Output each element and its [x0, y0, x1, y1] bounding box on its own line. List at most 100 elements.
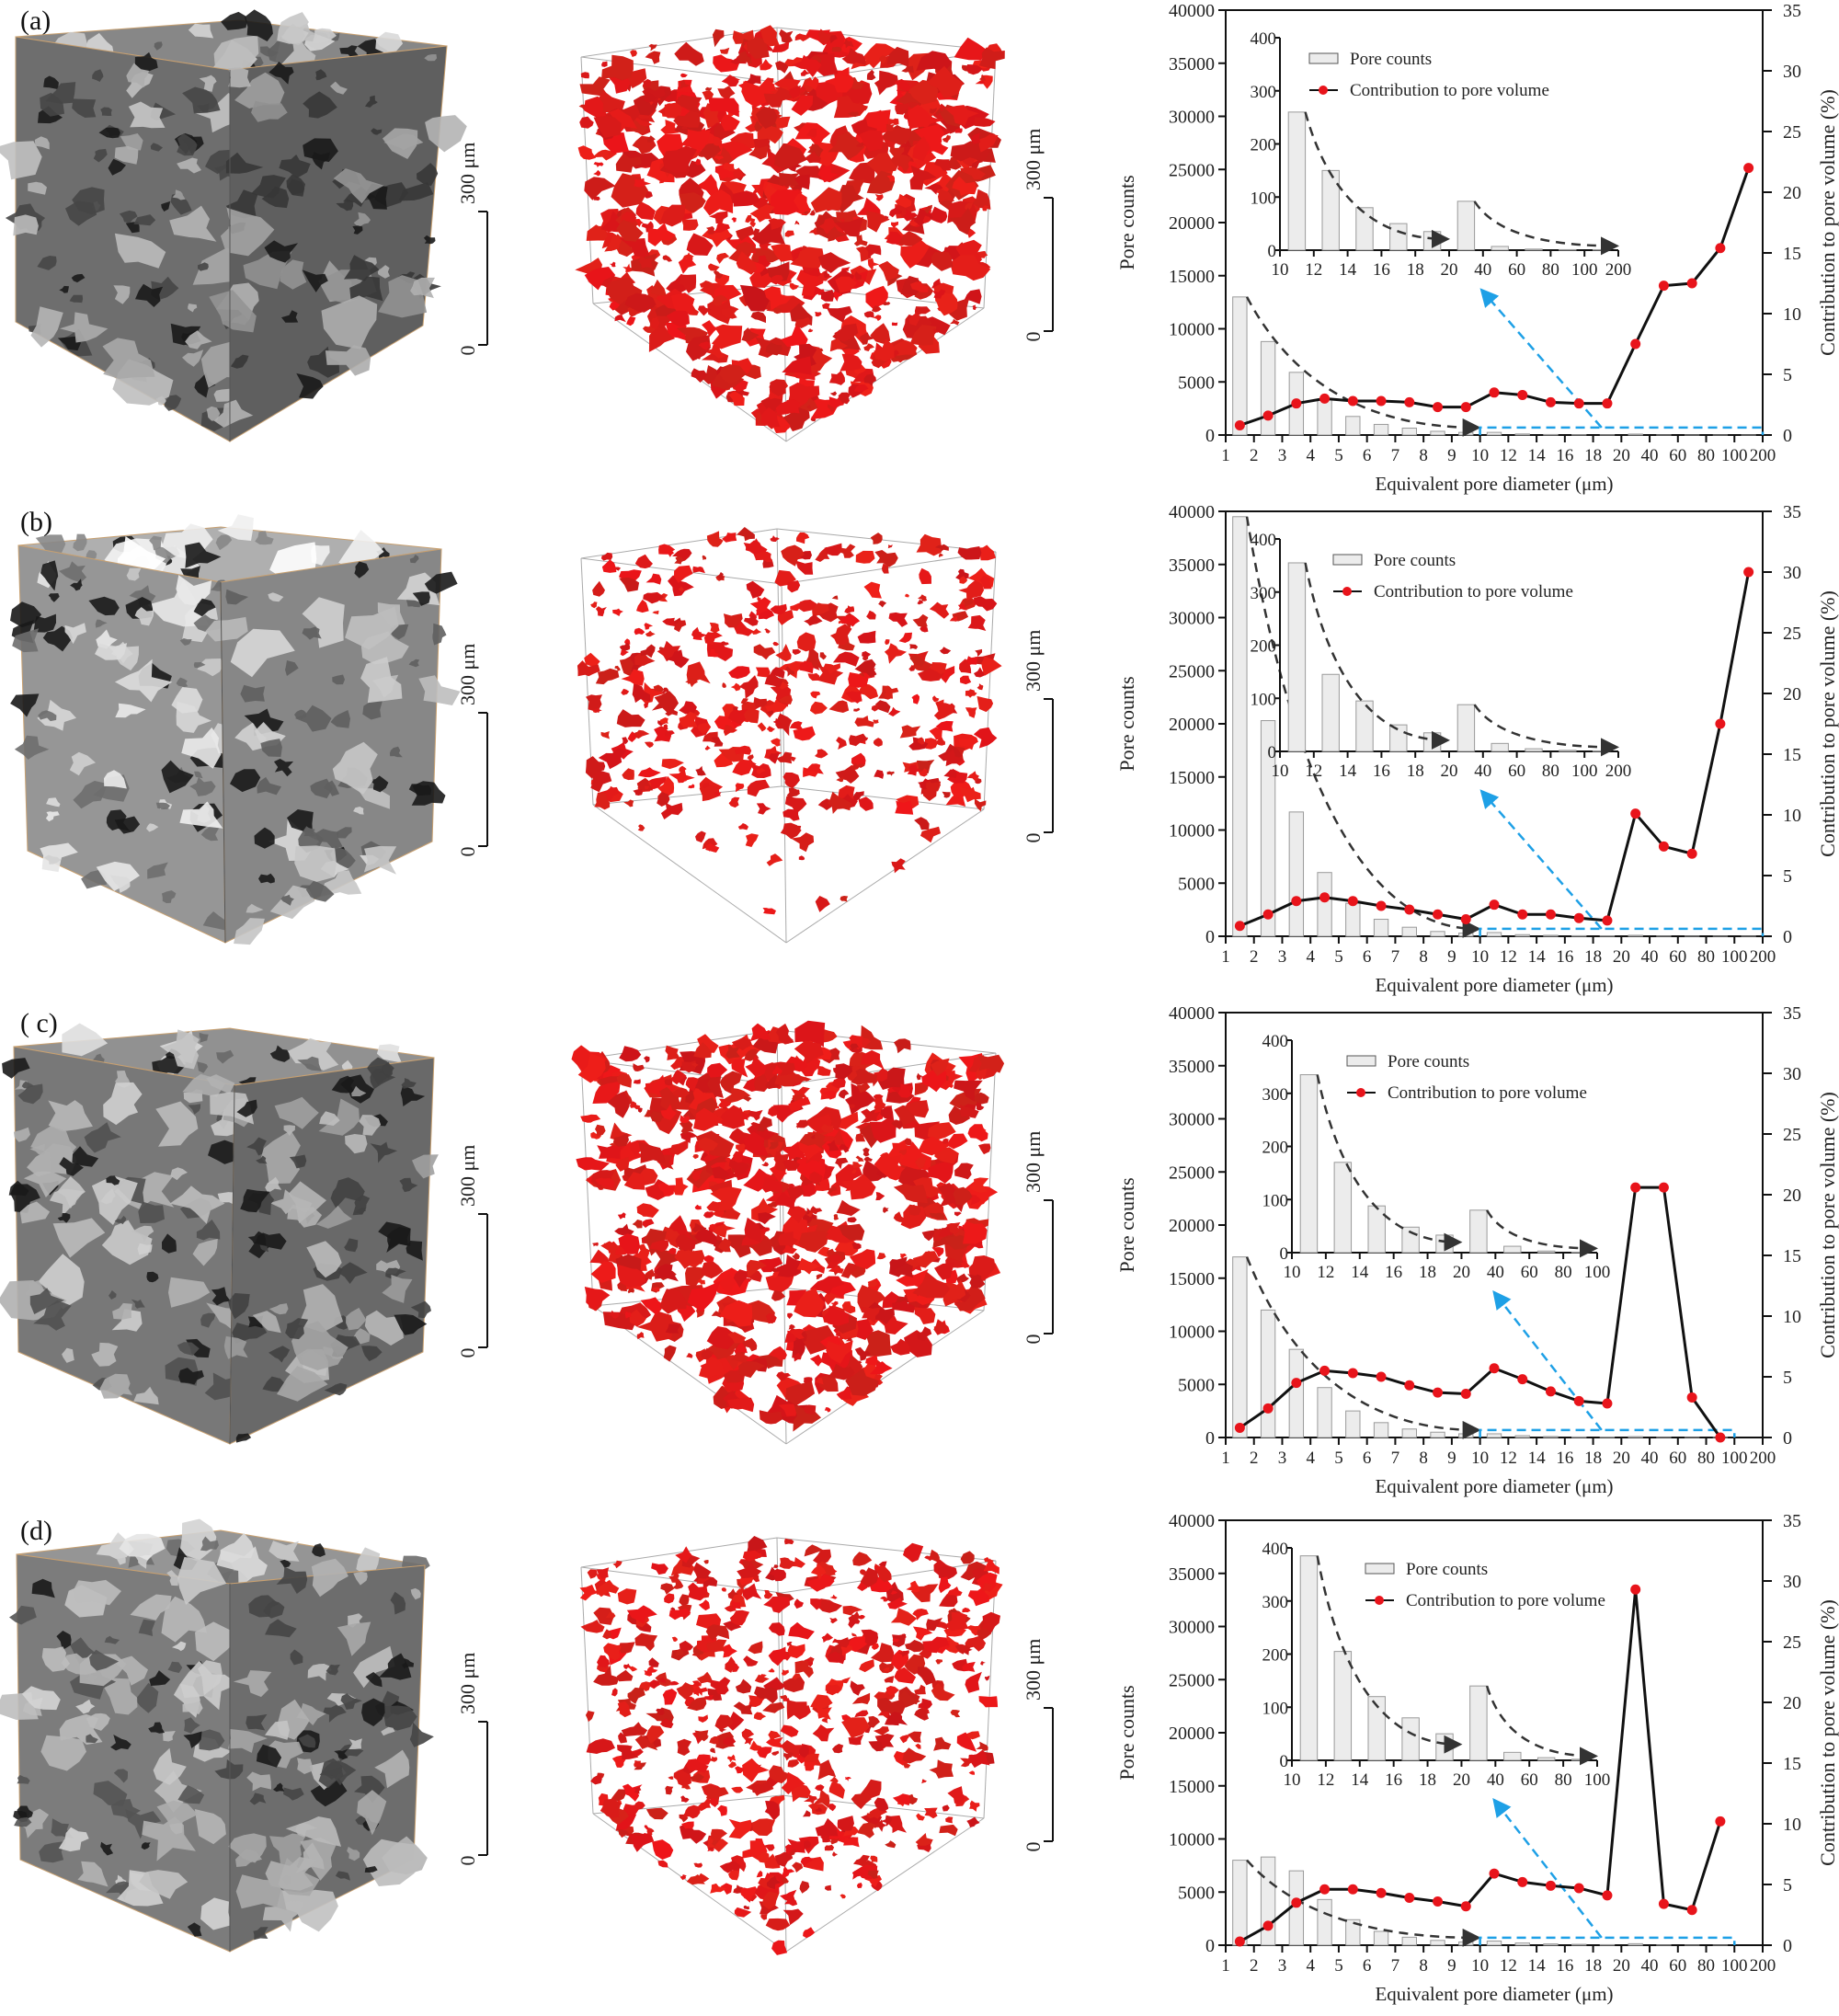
pore-body [766, 1875, 782, 1889]
scale-bar-zero: 0 [456, 847, 479, 857]
pore-body [890, 1590, 898, 1595]
pore-body [739, 675, 759, 699]
mineral-grain [188, 23, 214, 39]
pore-body [833, 95, 869, 119]
pore-body [836, 1199, 861, 1217]
pore-body [614, 665, 621, 671]
y-right-tick-label: 20 [1783, 684, 1801, 704]
pore-body [830, 1838, 840, 1845]
pore-body [857, 1822, 876, 1838]
mineral-grain [192, 1239, 218, 1266]
pore-body [789, 282, 799, 291]
pore-body [891, 221, 898, 229]
pore-volume-point [1433, 402, 1444, 413]
mineral-grain [246, 903, 264, 913]
pore-body [869, 1361, 893, 1375]
mineral-grain [345, 1134, 368, 1154]
x-tick-label: 10 [1471, 1956, 1489, 1976]
pore-body [621, 669, 645, 686]
pore-body [796, 632, 817, 652]
legend-label: Pore counts [1374, 551, 1456, 570]
pore-body [984, 1675, 990, 1681]
pore-body [792, 1352, 802, 1362]
mineral-grain [155, 802, 170, 809]
pore-body [693, 1687, 708, 1696]
y-left-tick-label: 5000 [1178, 1375, 1215, 1395]
pore-body [975, 778, 982, 785]
scale-bar-zero: 0 [456, 1856, 479, 1866]
pore-body [854, 364, 866, 374]
mineral-grain [197, 659, 223, 677]
pore-body [692, 1562, 712, 1579]
pore-body [757, 1747, 772, 1758]
pore-body [942, 1138, 949, 1144]
x-tick-label: 16 [1556, 446, 1573, 465]
mineral-grain [100, 107, 112, 116]
pore-body [871, 1643, 895, 1663]
pore-body [888, 612, 908, 627]
inset-pore-count-bar [1491, 742, 1509, 752]
wireframe-edge [785, 1310, 985, 1445]
mineral-grain [353, 212, 371, 227]
pore-body [895, 800, 914, 815]
mineral-grain [339, 45, 360, 59]
mineral-grain [179, 1661, 239, 1711]
mineral-grain [311, 1558, 348, 1598]
pore-body [637, 1107, 643, 1113]
pore-body [860, 1567, 878, 1587]
pore-body [906, 1580, 920, 1593]
x-tick-label: 12 [1500, 1449, 1517, 1468]
pore-body [680, 1874, 687, 1881]
pore-count-bar [1345, 416, 1361, 436]
pore-body [618, 1233, 640, 1254]
legend-point-swatch [1375, 1596, 1384, 1605]
pore-body [828, 226, 847, 242]
pore-network-cube [579, 1536, 1003, 1955]
pore-body [694, 1730, 709, 1742]
pore-body [803, 1810, 811, 1817]
y-left-tick-label: 25000 [1169, 661, 1215, 682]
pore-body [691, 626, 708, 638]
mineral-grain [75, 1699, 96, 1714]
pore-body [725, 1656, 737, 1673]
pore-body [886, 175, 895, 182]
pore-body [885, 1840, 897, 1849]
mineral-grain [119, 210, 138, 223]
pore-body [782, 1159, 801, 1171]
pore-body [600, 1798, 622, 1818]
pore-body [768, 1667, 775, 1673]
pore-body [665, 730, 675, 737]
pore-body [817, 1375, 839, 1392]
pore-body [638, 1141, 667, 1164]
inset-x-tick-label: 60 [1521, 1770, 1538, 1790]
inset-y-tick-label: 100 [1262, 1191, 1289, 1210]
pore-body [792, 648, 802, 655]
pore-count-bar [1430, 430, 1445, 436]
mineral-grain [40, 560, 59, 591]
pore-body [899, 1253, 908, 1259]
mineral-grain [73, 1579, 121, 1606]
pore-body [962, 1661, 976, 1672]
pore-body [788, 1096, 811, 1111]
mineral-grain [354, 561, 370, 578]
pore-body [730, 682, 741, 692]
pore-body [877, 1697, 906, 1717]
mineral-grain [17, 1083, 43, 1105]
pore-body [618, 1642, 635, 1654]
pore-body [939, 1594, 958, 1608]
pore-body [884, 685, 899, 699]
pore-body [854, 1346, 872, 1361]
mineral-grain [115, 1552, 126, 1565]
pore-body [924, 1555, 933, 1562]
pore-volume-point [1658, 281, 1669, 292]
y-left-tick-label: 40000 [1169, 502, 1215, 522]
pore-body [742, 1758, 770, 1782]
pore-body [770, 603, 787, 615]
pore-body [892, 1638, 900, 1643]
pore-body [727, 1332, 747, 1344]
pore-body [747, 754, 754, 761]
pore-body [781, 1669, 789, 1676]
pore-body [865, 211, 890, 233]
pore-body [845, 1337, 852, 1343]
pore-body [751, 628, 762, 635]
